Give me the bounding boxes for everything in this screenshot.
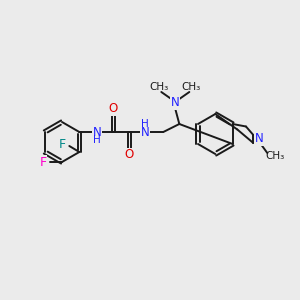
Text: H: H	[93, 135, 101, 145]
Text: N: N	[171, 97, 180, 110]
Text: CH₃: CH₃	[150, 82, 169, 92]
Text: CH₃: CH₃	[182, 82, 201, 92]
Text: H: H	[141, 119, 149, 129]
Text: N: N	[255, 133, 264, 146]
Text: F: F	[59, 137, 66, 151]
Text: O: O	[125, 148, 134, 161]
Text: N: N	[93, 125, 102, 139]
Text: F: F	[39, 155, 46, 169]
Text: N: N	[141, 125, 150, 139]
Text: O: O	[109, 103, 118, 116]
Text: CH₃: CH₃	[266, 151, 285, 161]
